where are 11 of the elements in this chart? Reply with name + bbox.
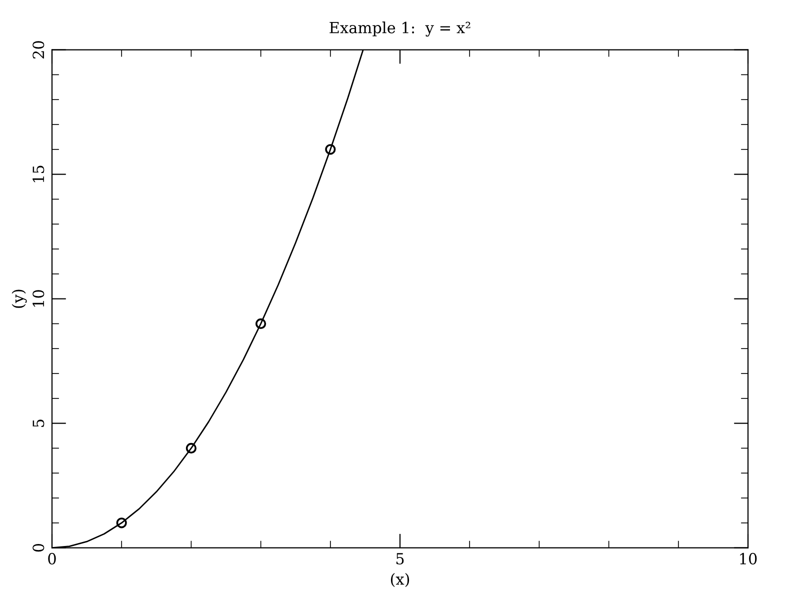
y-tick-label: 0 — [32, 544, 44, 552]
y-tick-label: 20 — [32, 41, 44, 58]
chart-title: Example 1: y = x² — [330, 22, 470, 37]
y-axis-title: (y) — [12, 290, 27, 308]
x-tick-label: 10 — [740, 552, 757, 564]
y-tick-label: 10 — [32, 290, 44, 307]
x-axis-title: (x) — [390, 573, 410, 587]
x-tick-label: 0 — [48, 552, 56, 564]
y-tick-label: 5 — [32, 420, 44, 427]
x-tick-label: 5 — [396, 553, 404, 564]
y-tick-label: 15 — [32, 166, 44, 182]
